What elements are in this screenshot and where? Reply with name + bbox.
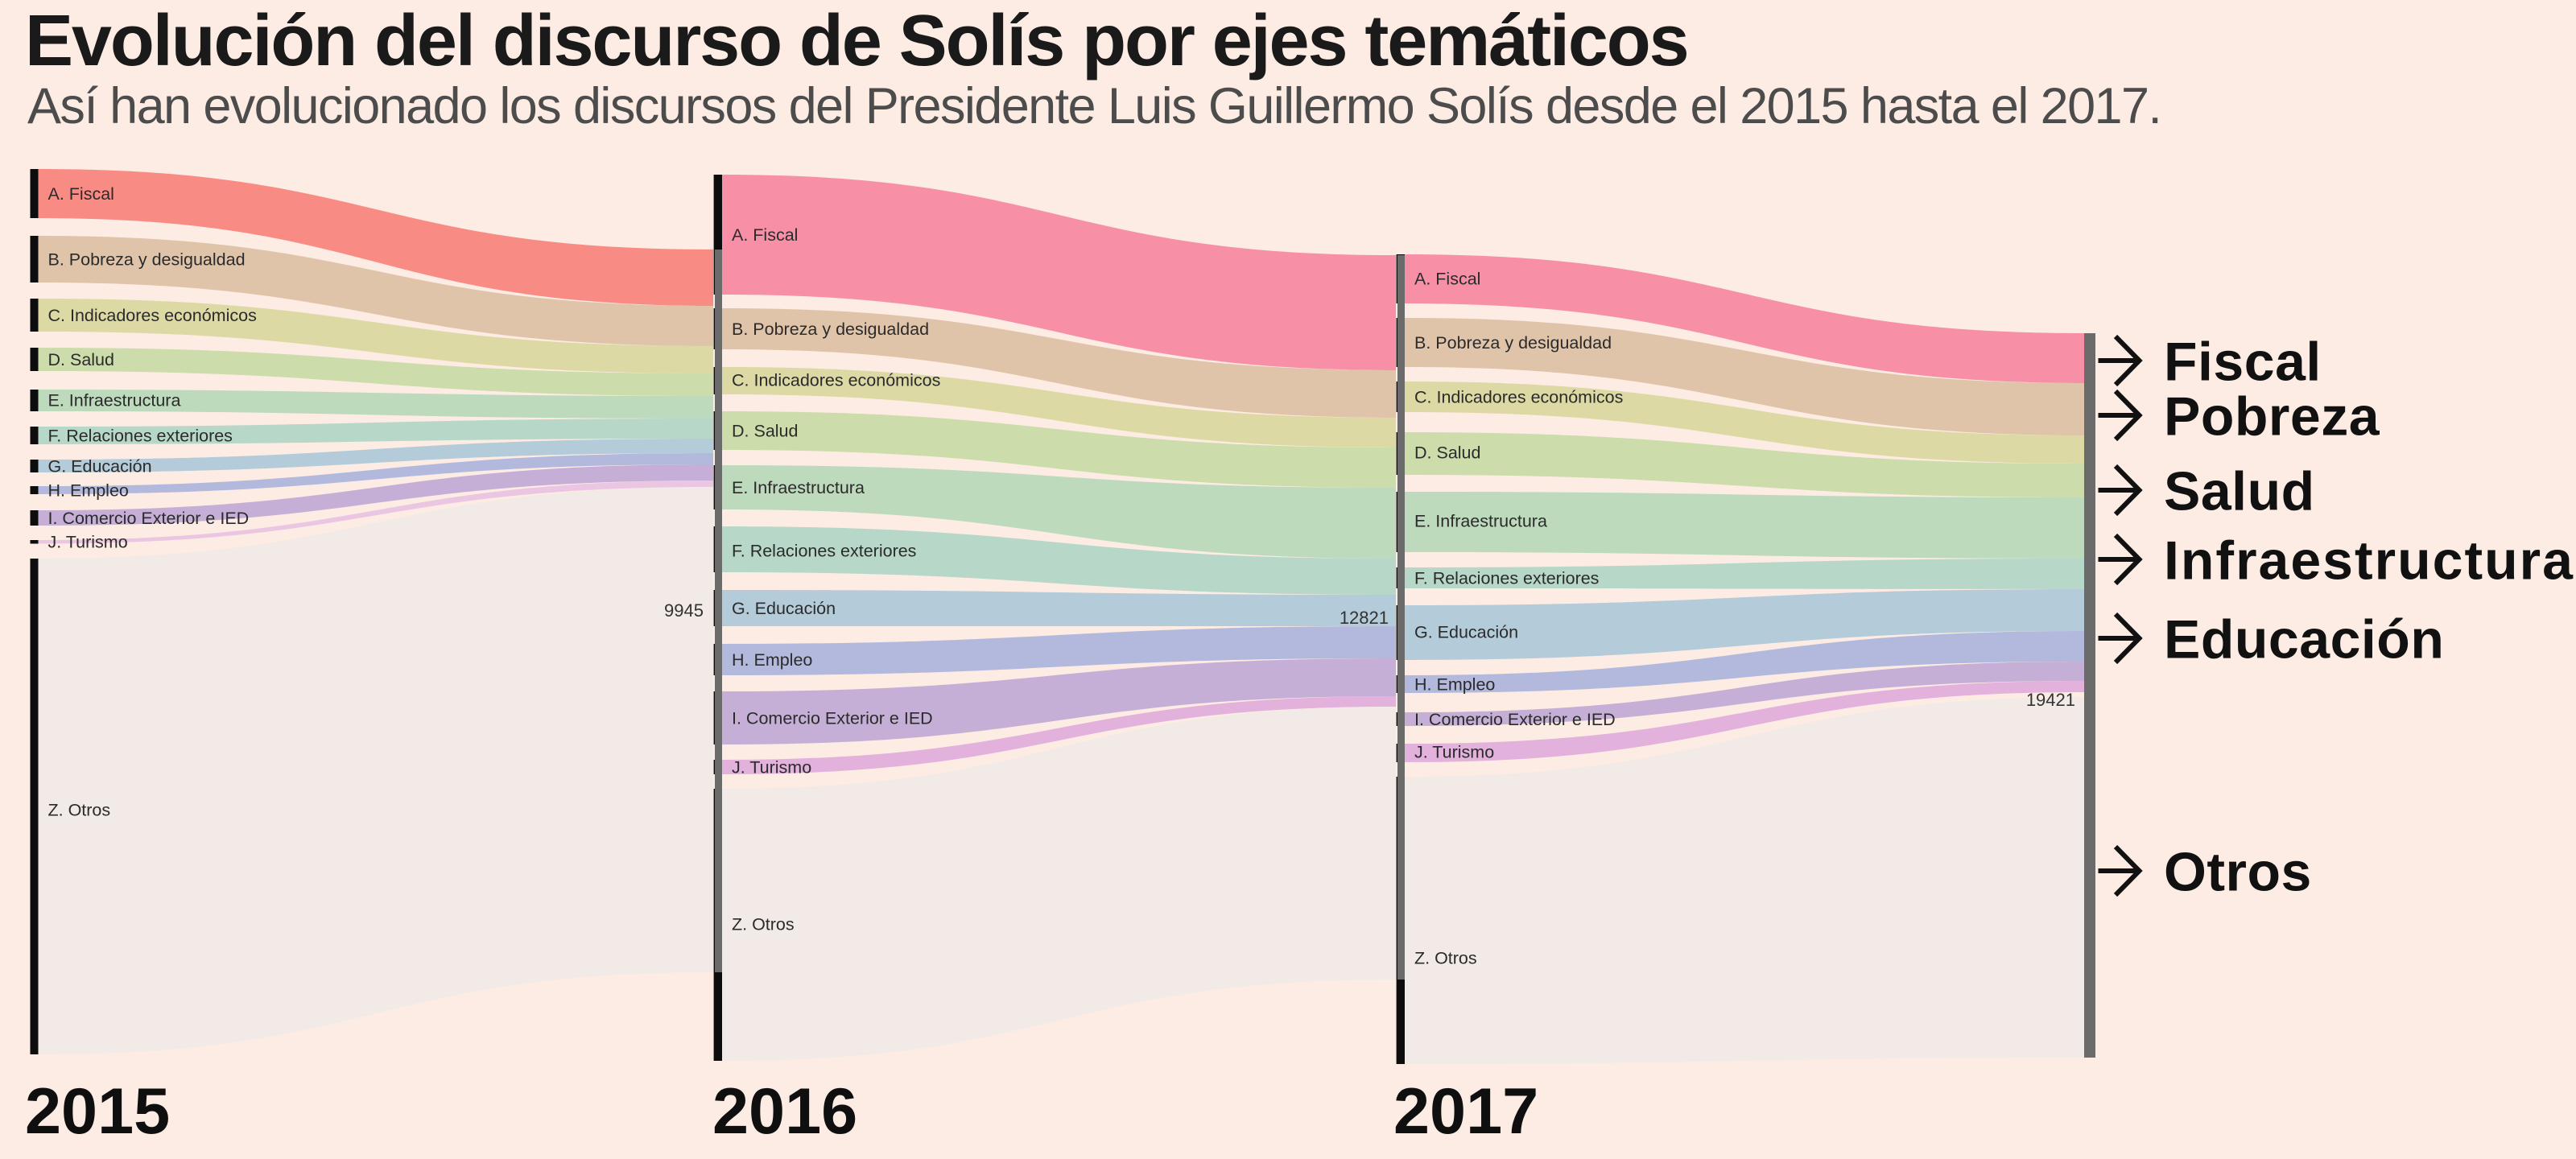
svg-text:J. Turismo: J. Turismo [732,758,811,777]
svg-text:J. Turismo: J. Turismo [1414,743,1494,762]
svg-text:F. Relaciones exteriores: F. Relaciones exteriores [48,427,233,446]
svg-text:Salud: Salud [2164,460,2315,522]
svg-text:H. Empleo: H. Empleo [1414,675,1495,695]
svg-text:I. Comercio Exterior e IED: I. Comercio Exterior e IED [1414,710,1616,729]
svg-text:2016: 2016 [712,1075,857,1148]
svg-text:B. Pobreza y desigualdad: B. Pobreza y desigualdad [48,250,246,270]
svg-text:19421: 19421 [2026,690,2075,710]
svg-text:F. Relaciones exteriores: F. Relaciones exteriores [732,542,916,561]
svg-text:Fiscal: Fiscal [2164,331,2322,392]
svg-text:A. Fiscal: A. Fiscal [1414,270,1480,289]
svg-text:Z. Otros: Z. Otros [732,915,795,934]
svg-text:Educación: Educación [2164,608,2444,670]
svg-text:E. Infraestructura: E. Infraestructura [1414,512,1547,531]
svg-text:G. Educación: G. Educación [48,457,152,476]
svg-text:12821: 12821 [1340,608,1389,628]
svg-text:B. Pobreza y desigualdad: B. Pobreza y desigualdad [1414,333,1612,353]
svg-text:I. Comercio Exterior e IED: I. Comercio Exterior e IED [732,709,933,728]
svg-text:C. Indicadores económicos: C. Indicadores económicos [732,371,940,390]
svg-text:Infraestructura: Infraestructura [2164,530,2574,591]
svg-text:9945: 9945 [664,600,704,621]
svg-text:2015: 2015 [25,1075,170,1148]
svg-text:D. Salud: D. Salud [48,350,114,369]
svg-text:A. Fiscal: A. Fiscal [732,225,798,245]
svg-text:A. Fiscal: A. Fiscal [48,184,114,204]
svg-text:Pobreza: Pobreza [2164,386,2380,447]
svg-text:G. Educación: G. Educación [732,599,836,618]
svg-text:D. Salud: D. Salud [1414,443,1480,463]
svg-text:I. Comercio Exterior e IED: I. Comercio Exterior e IED [48,509,250,528]
svg-text:C. Indicadores económicos: C. Indicadores económicos [48,306,257,325]
svg-text:Z. Otros: Z. Otros [48,801,111,820]
svg-text:F. Relaciones exteriores: F. Relaciones exteriores [1414,569,1599,588]
svg-text:C. Indicadores económicos: C. Indicadores económicos [1414,388,1623,407]
svg-text:G. Educación: G. Educación [1414,623,1518,642]
svg-text:2017: 2017 [1393,1075,1538,1148]
svg-text:E. Infraestructura: E. Infraestructura [48,391,181,410]
svg-text:H. Empleo: H. Empleo [48,481,129,501]
svg-text:E. Infraestructura: E. Infraestructura [732,478,865,497]
svg-text:J. Turismo: J. Turismo [48,533,128,552]
svg-text:D. Salud: D. Salud [732,422,798,441]
svg-text:B. Pobreza y desigualdad: B. Pobreza y desigualdad [732,320,929,339]
svg-text:H. Empleo: H. Empleo [732,650,812,670]
svg-text:Z. Otros: Z. Otros [1414,949,1477,968]
svg-text:Otros: Otros [2164,841,2312,902]
